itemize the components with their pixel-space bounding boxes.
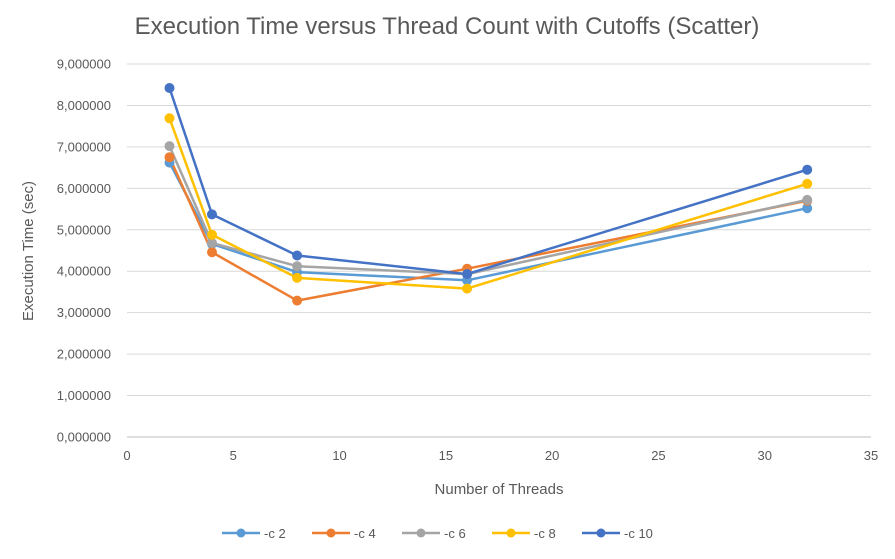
- data-point: [292, 250, 303, 261]
- x-tick-label: 30: [757, 448, 771, 463]
- legend-swatch-marker: [236, 528, 246, 538]
- x-axis-title: Number of Threads: [435, 481, 564, 498]
- data-point: [802, 164, 813, 175]
- y-tick-label: 3,000000: [57, 305, 111, 320]
- gridlines: [127, 63, 871, 397]
- legend-item: -c 8: [492, 526, 556, 541]
- y-axis-title: Execution Time (sec): [20, 181, 37, 321]
- series-lines: [168, 86, 809, 302]
- y-tick-label: 6,000000: [57, 181, 111, 196]
- data-point: [802, 178, 813, 189]
- y-tick-label: 5,000000: [57, 222, 111, 237]
- x-tick-label: 20: [545, 448, 559, 463]
- data-point: [207, 229, 217, 240]
- x-tick-label: 35: [864, 448, 878, 463]
- data-point: [462, 269, 473, 280]
- legend-item: -c 4: [312, 526, 376, 541]
- y-tick-label: 0,000000: [57, 430, 111, 445]
- legend-label: -c 10: [624, 526, 653, 541]
- data-point: [462, 283, 473, 294]
- data-point: [802, 194, 813, 205]
- data-point: [292, 261, 303, 272]
- data-point: [207, 209, 217, 220]
- legend-swatch-marker: [596, 528, 606, 538]
- y-tick-label: 7,000000: [57, 139, 111, 154]
- legend-swatch-marker: [326, 528, 336, 538]
- legend-label: -c 6: [444, 526, 466, 541]
- legend-label: -c 8: [534, 526, 556, 541]
- series-line: [168, 117, 809, 290]
- legend-label: -c 4: [354, 526, 376, 541]
- legend-swatch-marker: [506, 528, 516, 538]
- data-point: [164, 83, 175, 93]
- y-tick-label: 8,000000: [57, 98, 111, 113]
- data-point: [207, 247, 217, 258]
- x-tick-label: 25: [651, 448, 665, 463]
- data-point: [292, 272, 303, 283]
- series-line: [168, 86, 809, 276]
- x-tick-label: 15: [439, 448, 453, 463]
- y-tick-label: 9,000000: [57, 57, 111, 72]
- x-tick-label: 10: [332, 448, 346, 463]
- data-point: [164, 152, 175, 163]
- y-tick-label: 2,000000: [57, 347, 111, 362]
- series-line: [168, 144, 809, 276]
- legend-swatch-marker: [416, 528, 426, 538]
- data-point: [164, 113, 175, 124]
- series-points: [164, 83, 813, 306]
- legend: -c 2 -c 4 -c 6 -c 8 -c 10: [222, 526, 653, 541]
- y-tick-label: 1,000000: [57, 388, 111, 403]
- data-point: [164, 141, 175, 152]
- data-point: [292, 295, 303, 306]
- legend-item: -c 2: [222, 526, 286, 541]
- y-tick-label: 4,000000: [57, 264, 111, 279]
- legend-item: -c 6: [402, 526, 466, 541]
- x-tick-label: 0: [123, 448, 130, 463]
- data-point: [207, 238, 217, 248]
- legend-label: -c 2: [264, 526, 286, 541]
- chart-title: Execution Time versus Thread Count with …: [135, 13, 760, 40]
- tick-labels: 0,000000 1,000000 2,000000 3,000000 4,000000…: [57, 57, 878, 464]
- x-tick-label: 5: [230, 448, 237, 463]
- legend-item: -c 10: [582, 526, 653, 541]
